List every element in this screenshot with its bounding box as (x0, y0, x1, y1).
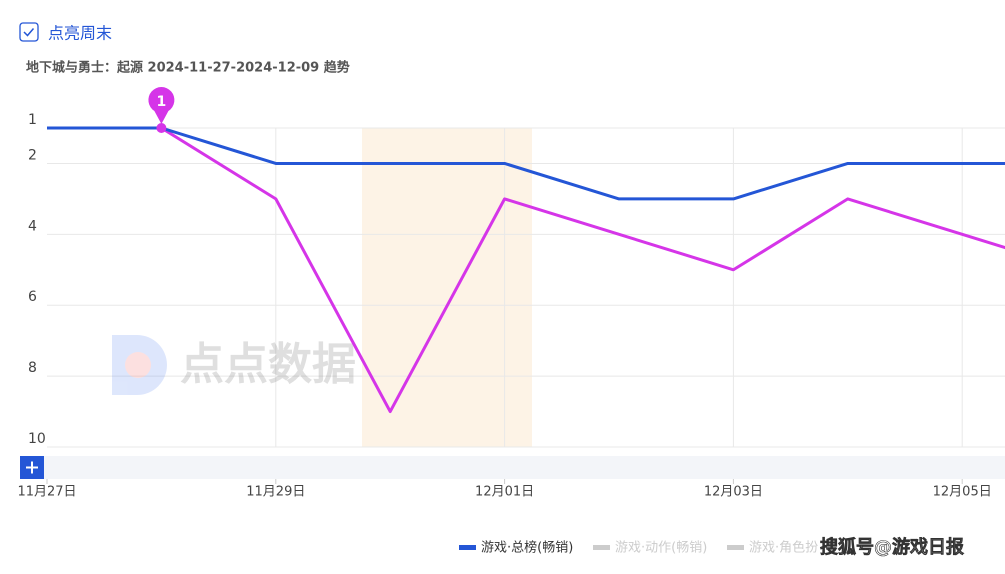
x-tick-label: 12月03日 (704, 485, 763, 500)
y-tick-label: 4 (28, 218, 37, 234)
scrollbar[interactable] (20, 456, 1005, 479)
watermark-text: 点点数据 (180, 339, 356, 390)
legend-label[interactable]: 游戏·总榜(畅销) (481, 540, 573, 556)
plus-icon (26, 461, 38, 474)
y-tick-label: 10 (28, 431, 46, 447)
grid (47, 127, 1005, 448)
legend-swatch (459, 545, 476, 550)
series-line (47, 126, 1005, 201)
checkmark (23, 28, 35, 37)
x-tick-label: 11月27日 (17, 485, 76, 500)
legend-swatch (727, 545, 744, 550)
x-tick-label: 12月05日 (933, 485, 992, 500)
y-tick-label: 8 (28, 360, 37, 376)
weekend-band (362, 128, 532, 447)
watermark-source: 搜狐号@游戏日报 (820, 536, 964, 558)
x-tick-label: 12月01日 (475, 485, 534, 500)
annotation-pin (148, 87, 175, 124)
y-tick-label: 2 (28, 147, 37, 163)
legend-swatch (593, 545, 610, 550)
legend-label[interactable]: 游戏·动作(畅销) (615, 541, 707, 556)
subtitle: 地下城与勇士：起源 2024-11-27-2024-12-09 趋势 (26, 60, 350, 76)
watermark-logo: 点点数据 (112, 335, 356, 395)
y-tick-label: 1 (28, 112, 37, 128)
toggle-label[interactable]: 点亮周末 (48, 24, 112, 43)
series-line (47, 126, 1005, 414)
legend: 游戏·总榜(畅销) 游戏·动作(畅销) 游戏·角色扮 (459, 540, 818, 556)
lines (47, 126, 1005, 414)
annotation-point (156, 123, 167, 133)
annotation-text: 1 (157, 94, 167, 110)
checkbox[interactable] (19, 22, 39, 42)
y-tick-label: 6 (28, 289, 37, 305)
x-tick-label: 11月29日 (246, 485, 305, 500)
legend-label[interactable]: 游戏·角色扮 (749, 540, 818, 556)
